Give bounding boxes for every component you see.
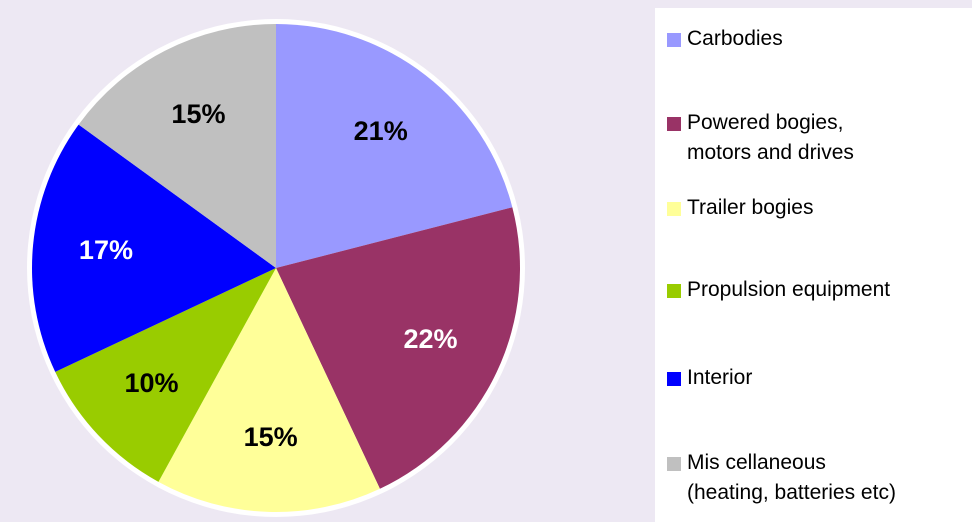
legend-label: Carbodies	[687, 27, 783, 50]
legend-item: Powered bogies, motors and drives	[667, 108, 854, 168]
legend-item: Mis cellaneous (heating, batteries etc)	[667, 448, 896, 508]
legend-label: Powered bogies, motors and drives	[687, 111, 854, 164]
slice-label: 21%	[354, 116, 408, 146]
slice-label: 15%	[244, 422, 298, 452]
legend-item: Interior	[667, 363, 752, 393]
legend-item: Propulsion equipment	[667, 275, 890, 305]
legend-item: Carbodies	[667, 24, 783, 54]
pie-slice	[32, 124, 276, 372]
slice-label: 10%	[124, 368, 178, 398]
legend-swatch	[667, 284, 681, 298]
legend: Carbodies Powered bogies, motors and driv…	[655, 8, 972, 522]
pie-slice	[276, 207, 520, 489]
pie-slice	[78, 24, 276, 268]
legend-label: Mis cellaneous (heating, batteries etc)	[687, 451, 896, 504]
legend-label: Trailer bogies	[687, 196, 814, 219]
pie-slice	[158, 268, 380, 512]
chart: 21% 22% 15% 10% 17% 15%	[27, 19, 525, 517]
legend-swatch	[667, 457, 681, 471]
legend-swatch	[667, 117, 681, 131]
legend-label: Interior	[687, 366, 753, 389]
legend-swatch	[667, 202, 681, 216]
pie-slice	[276, 24, 513, 268]
slice-label: 22%	[404, 324, 458, 354]
legend-item: Trailer bogies	[667, 193, 813, 223]
legend-swatch	[667, 372, 681, 386]
pie-slice	[55, 268, 276, 482]
legend-swatch	[667, 33, 681, 47]
slice-label: 17%	[79, 235, 133, 265]
legend-label: Propulsion equipment	[687, 278, 891, 301]
slice-label: 15%	[171, 99, 225, 129]
